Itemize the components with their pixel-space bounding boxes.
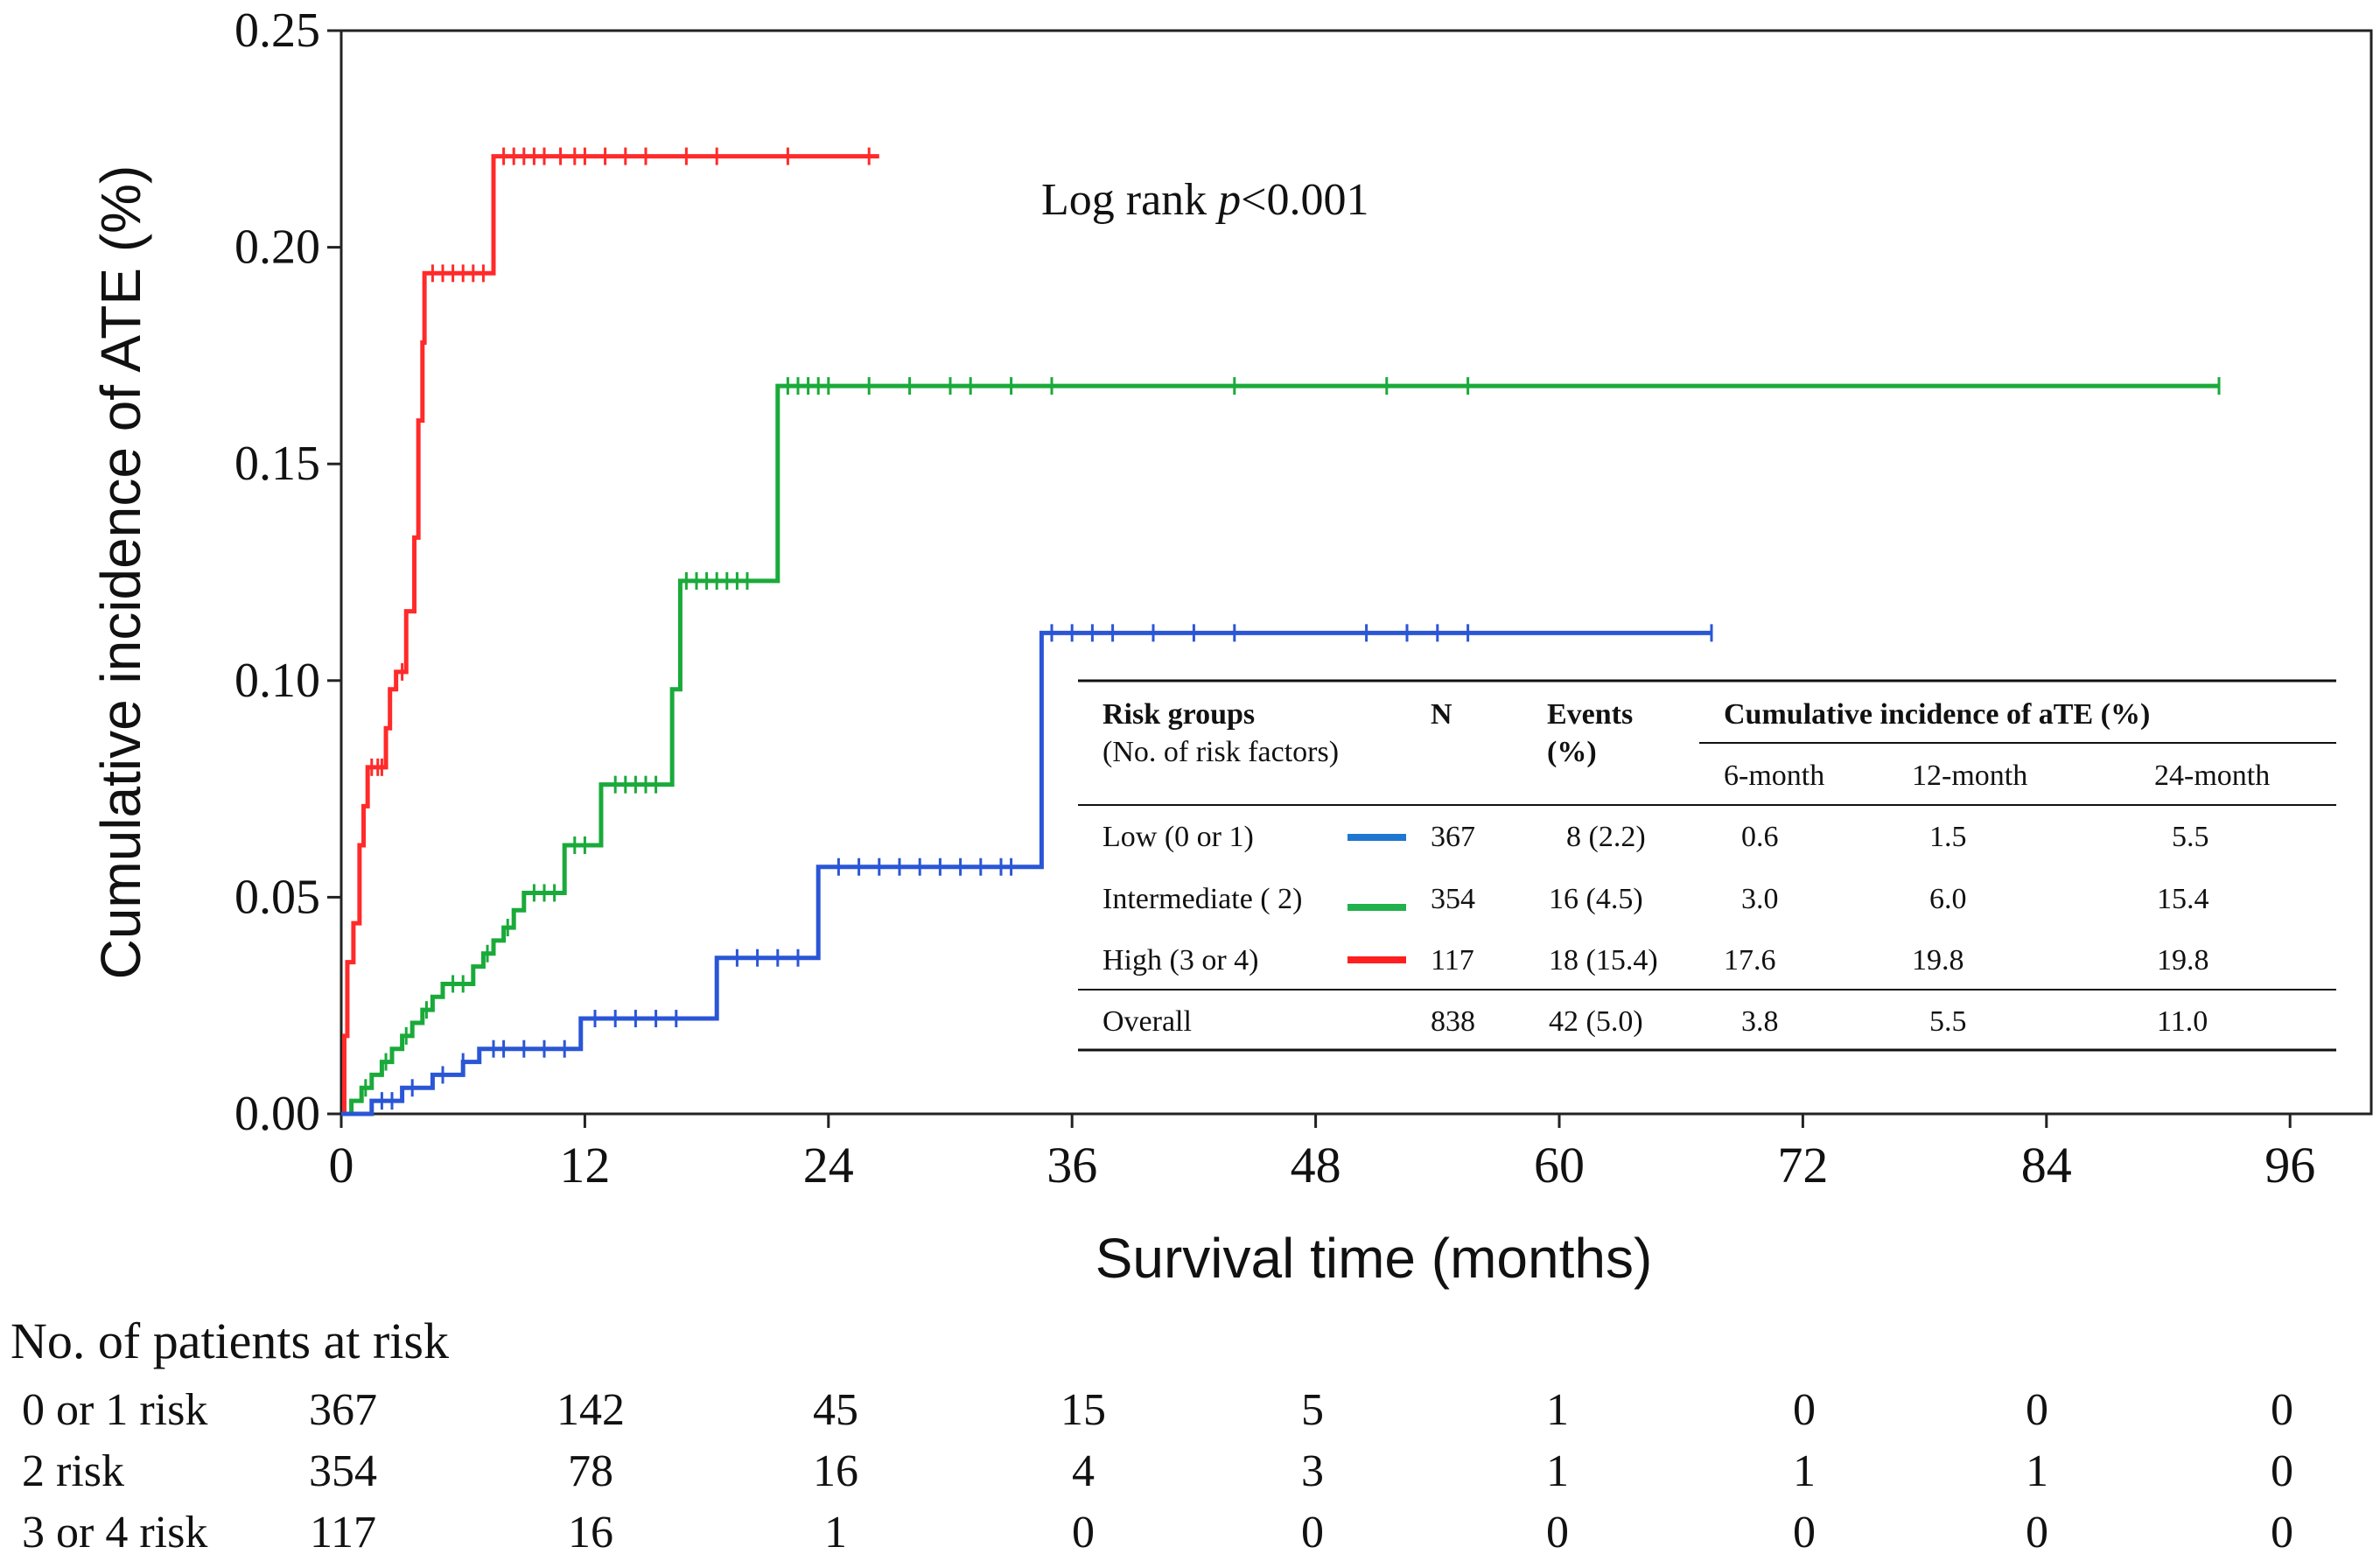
risk-value: 0: [2271, 1446, 2293, 1496]
legend-row-12m: 19.8: [1912, 944, 1964, 976]
legend-row-n: 838: [1431, 1005, 1475, 1038]
y-tick-label: 0.15: [234, 437, 320, 491]
risk-table-title: No. of patients at risk: [10, 1312, 449, 1369]
risk-value: 4: [1072, 1446, 1095, 1496]
risk-value: 117: [310, 1508, 376, 1558]
y-tick-label: 0.20: [234, 220, 320, 275]
risk-row-label: 3 or 4 risk: [22, 1508, 207, 1558]
risk-table: No. of patients at risk 0 or 1 risk 2 ri…: [10, 1312, 2293, 1558]
legend-row-12m: 6.0: [1929, 883, 1967, 915]
risk-row-label: 0 or 1 risk: [22, 1385, 207, 1435]
x-tick-label: 72: [1777, 1137, 1828, 1194]
legend-row-high: High (3 or 4) 117 18 (15.4) 17.6 19.8 19…: [1102, 944, 2209, 976]
risk-value: 1: [1546, 1385, 1569, 1435]
y-tick-label: 0.25: [234, 4, 320, 58]
legend-row-6m: 3.0: [1741, 883, 1779, 915]
legend-table: Risk groups (No. of risk factors) N Even…: [1078, 679, 2336, 1052]
x-tick-label: 36: [1046, 1137, 1097, 1194]
legend-header-group-sub: (No. of risk factors): [1102, 736, 1339, 768]
risk-value: 367: [309, 1385, 377, 1435]
risk-value: 3: [1301, 1446, 1324, 1496]
x-tick-label: 0: [329, 1137, 354, 1194]
legend-row-24m: 5.5: [2172, 821, 2209, 853]
legend-row-events: 18 (15.4): [1549, 944, 1658, 976]
y-tick-label: 0.10: [234, 654, 320, 708]
x-tick-label: 24: [803, 1137, 854, 1194]
legend-header-24m: 24-month: [2154, 760, 2270, 792]
x-tick-label: 48: [1291, 1137, 1341, 1194]
legend-header-events-sub: (%): [1547, 736, 1597, 768]
risk-value: 45: [813, 1385, 858, 1435]
legend-row-24m: 15.4: [2157, 883, 2209, 915]
legend-row-n: 117: [1431, 944, 1474, 976]
legend-header-events: Events: [1547, 698, 1633, 731]
risk-value: 0: [2271, 1385, 2293, 1435]
legend-row-24m: 11.0: [2157, 1005, 2208, 1038]
legend-row-intermediate: Intermediate ( 2) 354 16 (4.5) 3.0 6.0 1…: [1102, 883, 2209, 915]
legend-header-6m: 6-month: [1724, 760, 1824, 792]
x-tick-label: 84: [2021, 1137, 2072, 1194]
legend-row-n: 367: [1431, 821, 1475, 853]
legend-row-12m: 1.5: [1929, 821, 1967, 853]
risk-value: 0: [1793, 1508, 1816, 1558]
risk-row-label: 2 risk: [22, 1446, 124, 1496]
risk-value: 142: [556, 1385, 625, 1435]
risk-value: 1: [824, 1508, 847, 1558]
x-axis: 0 12 24 36 48 60 72 84 96: [329, 1114, 2315, 1194]
x-axis-label: Survival time (months): [1096, 1227, 1653, 1290]
legend-header-n: N: [1431, 698, 1452, 731]
risk-value: 5: [1301, 1385, 1324, 1435]
legend-row-group: Overall: [1102, 1005, 1192, 1038]
risk-value: 1: [1546, 1446, 1569, 1496]
legend-row-12m: 5.5: [1929, 1005, 1967, 1038]
legend-header-12m: 12-month: [1912, 760, 2027, 792]
x-tick-label: 12: [559, 1137, 610, 1194]
legend-row-group: High (3 or 4): [1102, 944, 1258, 976]
y-axis-label: Cumulative incidence of ATE (%): [89, 165, 152, 980]
series-line-intermediate: [341, 383, 2219, 1116]
risk-value: 0: [1546, 1508, 1569, 1558]
series-line-high: [341, 154, 879, 1116]
legend-row-6m: 3.8: [1741, 1005, 1779, 1038]
risk-value: 0: [2026, 1508, 2048, 1558]
risk-value: 78: [568, 1446, 613, 1496]
risk-value: 0: [2026, 1385, 2048, 1435]
risk-value: 16: [813, 1446, 858, 1496]
risk-value: 0: [1301, 1508, 1324, 1558]
legend-row-overall: Overall 838 42 (5.0) 3.8 5.5 11.0: [1102, 1005, 2208, 1038]
y-axis: 0.00 0.05 0.10 0.15 0.20 0.25: [234, 4, 341, 1141]
log-rank-annotation: Log rank p<0.001: [1041, 175, 1369, 225]
legend-row-24m: 19.8: [2157, 944, 2209, 976]
risk-value: 0: [2271, 1508, 2293, 1558]
x-tick-label: 96: [2264, 1137, 2315, 1194]
y-tick-label: 0.00: [234, 1087, 320, 1141]
series-layer: [341, 147, 2221, 1116]
legend-row-6m: 0.6: [1741, 821, 1779, 853]
risk-value: 16: [568, 1508, 613, 1558]
y-tick-label: 0.05: [234, 870, 320, 924]
legend-header-group: Risk groups: [1102, 698, 1255, 731]
legend-row-n: 354: [1431, 883, 1475, 915]
risk-value: 0: [1072, 1508, 1095, 1558]
risk-value: 1: [2026, 1446, 2048, 1496]
legend-row-group: Intermediate ( 2): [1102, 883, 1302, 915]
risk-value: 15: [1060, 1385, 1106, 1435]
plot-frame: [340, 29, 2373, 1116]
risk-value: 1: [1793, 1446, 1816, 1496]
legend-row-events: 16 (4.5): [1549, 883, 1643, 915]
legend-row-group: Low (0 or 1): [1102, 821, 1254, 853]
legend-header-cumulative: Cumulative incidence of aTE (%): [1724, 698, 2150, 731]
series-line-low: [341, 630, 1712, 1116]
legend-row-6m: 17.6: [1724, 944, 1776, 976]
risk-values: 367 142 45 15 5 1 0 0 0 354 78 16 4 3 1 1 1 0 117 16 1 0 0 0 0 0 0: [309, 1385, 2293, 1558]
legend-row-events: 42 (5.0): [1549, 1005, 1643, 1038]
risk-value: 354: [309, 1446, 377, 1496]
legend-row-events: 8 (2.2): [1566, 821, 1646, 853]
legend-row-low: Low (0 or 1) 367 8 (2.2) 0.6 1.5 5.5: [1102, 821, 2209, 853]
risk-value: 0: [1793, 1385, 1816, 1435]
x-tick-label: 60: [1534, 1137, 1585, 1194]
